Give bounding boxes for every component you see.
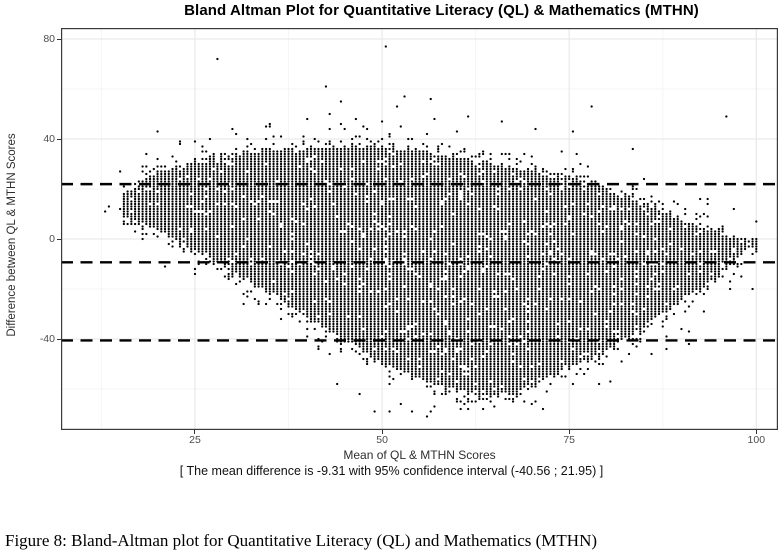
x-tick-label: 75 [563, 434, 576, 446]
x-axis-title: Mean of QL & MTHN Scores [343, 448, 496, 462]
plot-panel [61, 28, 778, 430]
y-tick-mark [57, 138, 61, 140]
x-tick-mark [755, 430, 757, 434]
y-tick-label: 0 [49, 233, 55, 245]
y-tick-label: 40 [43, 133, 55, 145]
y-tick-mark [57, 238, 61, 240]
x-tick-mark [381, 430, 383, 434]
chart-footnote: [ The mean difference is -9.31 with 95% … [179, 464, 604, 478]
chart-title: Bland Altman Plot for Quantitative Liter… [184, 2, 699, 19]
x-tick-label: 25 [189, 434, 201, 446]
y-tick-mark [57, 38, 61, 40]
x-tick-mark [194, 430, 196, 434]
figure-caption: Figure 8: Bland-Altman plot for Quantita… [5, 531, 598, 550]
scatter-canvas [61, 28, 778, 430]
y-tick-label: 80 [43, 33, 55, 45]
x-tick-label: 50 [376, 434, 388, 446]
y-tick-mark [57, 338, 61, 340]
x-tick-label: 100 [747, 434, 766, 446]
y-tick-label: -40 [39, 333, 55, 345]
x-tick-mark [568, 430, 570, 434]
